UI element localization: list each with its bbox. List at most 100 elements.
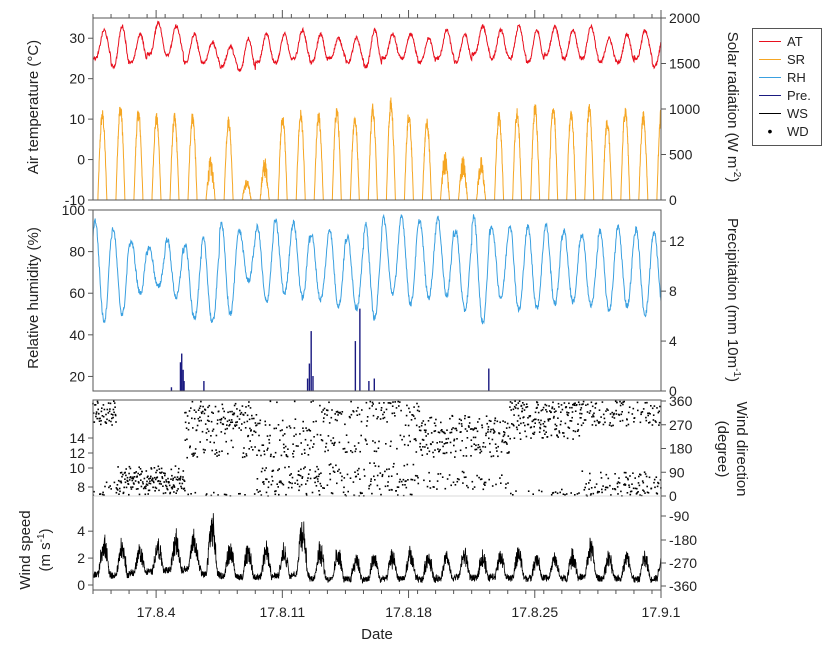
wd-point (216, 422, 219, 425)
wd-point (421, 438, 424, 441)
wd-point (436, 488, 438, 490)
tick-ws-4-label: 4 (77, 523, 85, 539)
wd-point (570, 492, 572, 494)
legend-label-pre: Pre. (787, 87, 811, 103)
wd-point (571, 406, 573, 409)
wd-point (224, 428, 227, 431)
wd-point (451, 428, 453, 431)
wd-point (184, 411, 186, 414)
wd-point (98, 417, 100, 420)
wd-point (279, 439, 281, 441)
ylabel-wind-direction-line2: (degree) (714, 421, 731, 478)
wd-point (414, 474, 417, 477)
wd-point (128, 479, 131, 481)
wd-point (297, 445, 299, 447)
tick-wsr--360-label: -360 (669, 578, 697, 594)
wd-point (480, 450, 483, 453)
wd-point (231, 410, 233, 413)
wd-point (629, 493, 632, 496)
wd-point (112, 416, 114, 419)
wd-point (420, 449, 423, 451)
series-ws-line (92, 513, 662, 584)
wd-point (557, 417, 559, 419)
wd-point (324, 413, 326, 415)
wd-point (165, 479, 167, 481)
legend-label-sr: SR (787, 51, 806, 67)
wd-point (654, 486, 656, 489)
wd-point (397, 494, 399, 496)
wd-point (307, 477, 309, 479)
wd-point (328, 464, 331, 466)
wd-point (433, 430, 436, 433)
wd-point (158, 489, 160, 492)
wd-point (346, 451, 348, 453)
wd-point (653, 481, 655, 484)
wd-point (202, 405, 204, 408)
wd-point (365, 401, 368, 404)
wd-point (427, 433, 429, 435)
wd-point (202, 448, 205, 451)
wd-point (506, 452, 509, 454)
wd-point (355, 410, 358, 412)
wd-point (251, 414, 253, 417)
wd-point (360, 420, 363, 423)
wd-point (590, 493, 592, 495)
wd-point (240, 411, 243, 414)
wd-point (568, 402, 570, 405)
wd-point (611, 411, 613, 414)
wd-point (218, 454, 220, 456)
wd-point (109, 485, 111, 487)
x-tick-label: 17.8.25 (511, 604, 558, 620)
ylabel-relative-humidity: Relative humidity (%) (25, 227, 42, 369)
wd-point (292, 443, 294, 445)
wd-point (608, 424, 611, 426)
wd-point (268, 442, 271, 444)
wd-point (387, 481, 389, 483)
wd-point (148, 489, 151, 492)
wd-point (118, 487, 121, 490)
wd-point (409, 440, 411, 443)
wd-point (313, 443, 315, 445)
wd-point (123, 486, 125, 489)
wd-point (213, 441, 215, 444)
wd-point (244, 412, 247, 414)
wd-point (344, 451, 347, 453)
wd-point (365, 439, 367, 442)
wd-point (524, 424, 526, 427)
wd-point (555, 428, 558, 430)
wd-point (305, 427, 307, 429)
ylabel-wind-speed-line1: Wind speed (17, 510, 34, 589)
wd-point (382, 417, 384, 420)
wd-point (430, 443, 432, 446)
wd-point (158, 468, 161, 470)
tick-wdl-8-label: 8 (77, 479, 85, 495)
wd-point (330, 416, 333, 419)
wd-point (281, 419, 284, 422)
wd-point (115, 491, 118, 494)
wd-point (95, 411, 98, 413)
wd-point (140, 485, 143, 488)
wd-point (378, 402, 381, 404)
wd-point (184, 421, 187, 424)
wd-point (592, 414, 594, 416)
wd-point (421, 422, 423, 424)
wd-point (302, 427, 304, 429)
wd-point (413, 438, 416, 441)
wd-point (256, 478, 259, 480)
wd-point (592, 492, 595, 495)
wd-point (547, 418, 549, 421)
wd-point (558, 430, 560, 432)
wd-point (364, 438, 367, 441)
wd-point (101, 493, 104, 496)
wd-point (334, 441, 336, 444)
wd-point (116, 488, 118, 490)
wd-point (513, 405, 516, 408)
wd-point (243, 447, 245, 449)
tick-pre-4-label: 4 (669, 333, 677, 349)
tick-ws-0-label: 0 (77, 577, 85, 593)
wd-point (477, 444, 480, 446)
wd-point (359, 491, 362, 494)
wd-point (589, 479, 591, 482)
wd-point (137, 472, 139, 475)
